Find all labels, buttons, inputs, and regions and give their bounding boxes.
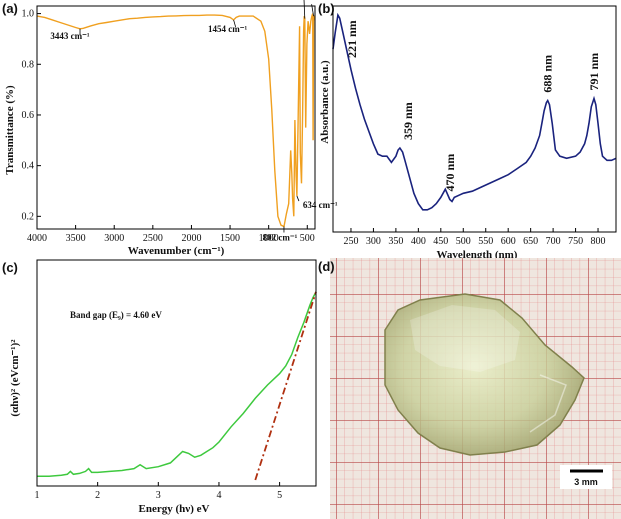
linear-fit-line xyxy=(254,291,317,481)
plot-frame xyxy=(332,5,617,233)
annotation-pointer xyxy=(303,0,306,19)
x-tick-label: 4000 xyxy=(27,233,47,244)
panel-label-d: (d) xyxy=(318,259,335,274)
x-tick-label: 400 xyxy=(411,236,426,247)
band-gap-annotation: Band gap (E₉) = 4.60 eV xyxy=(70,310,162,320)
ftir-panel: (a) Transmittance (%) Wavenumber (cm⁻¹) … xyxy=(2,0,338,257)
x-tick-label: 700 xyxy=(546,236,561,247)
x-tick-label: 1 xyxy=(35,490,40,501)
annotation-pointer xyxy=(233,19,236,28)
panel-label-b: (b) xyxy=(318,1,335,16)
x-tick-label: 250 xyxy=(343,236,358,247)
y-tick-label: 0.2 xyxy=(22,211,35,222)
x-tick-label: 750 xyxy=(568,236,583,247)
x-tick-label: 5 xyxy=(277,490,282,501)
x-tick-label: 4 xyxy=(216,490,221,501)
crystal-highlight xyxy=(410,305,520,372)
crystal-reflection xyxy=(529,374,567,433)
y-axis-label: Absorbance (a.u.) xyxy=(319,60,331,144)
x-tick-label: 300 xyxy=(366,236,381,247)
plot-frame xyxy=(36,259,317,487)
x-tick-label: 350 xyxy=(388,236,403,247)
peak-label: 791 nm xyxy=(587,53,601,91)
crystal-image xyxy=(384,293,585,456)
x-tick-label: 1000 xyxy=(259,233,279,244)
x-tick-label: 1500 xyxy=(220,233,240,244)
x-tick-label: 2000 xyxy=(181,233,201,244)
tauc-plot-panel: (c) (αhν)² (eVcm⁻¹)² Energy (hν) eV Band… xyxy=(2,259,317,515)
y-axis-label: Transmittance (%) xyxy=(4,85,16,175)
crystal-photo-panel: 3 mm (d) xyxy=(318,258,621,519)
scale-bar-label: 3 mm xyxy=(574,477,598,487)
peak-label: 221 nm xyxy=(345,20,359,58)
uv-vis-panel: (b) Absorbance (a.u.) Wavelength (nm) 25… xyxy=(318,1,617,261)
tauc-series-line xyxy=(37,291,317,477)
x-tick-label: 3000 xyxy=(104,233,124,244)
x-tick-label: 500 xyxy=(456,236,471,247)
y-axis-label: (αhν)² (eVcm⁻¹)² xyxy=(9,339,21,417)
x-tick-label: 2 xyxy=(95,490,100,501)
peak-label: 359 nm xyxy=(401,102,415,140)
panel-label-c: (c) xyxy=(2,260,18,275)
x-tick-label: 550 xyxy=(478,236,493,247)
annotation-pointer xyxy=(296,195,300,202)
x-tick-label: 2500 xyxy=(143,233,163,244)
panel-label-a: (a) xyxy=(2,1,18,16)
peak-annotation: 1454 cm⁻¹ xyxy=(208,24,247,34)
x-tick-label: 650 xyxy=(523,236,538,247)
x-tick-label: 450 xyxy=(433,236,448,247)
peak-annotation: 634 cm⁻¹ xyxy=(303,200,338,210)
y-tick-label: 0.8 xyxy=(22,59,35,70)
x-tick-label: 600 xyxy=(501,236,516,247)
x-tick-label: 3500 xyxy=(66,233,86,244)
y-tick-label: 0.6 xyxy=(22,110,35,121)
x-tick-label: 3 xyxy=(156,490,161,501)
x-axis-label: Energy (hν) eV xyxy=(139,503,210,515)
peak-annotation: 802 cm⁻¹ xyxy=(263,232,298,242)
peak-annotation: 418 cm⁻¹ xyxy=(274,0,309,2)
absorbance-series-line xyxy=(332,12,617,211)
peak-label: 470 nm xyxy=(443,154,457,192)
peak-annotation: 3443 cm⁻¹ xyxy=(50,31,89,41)
plot-frame xyxy=(36,5,316,230)
x-axis-label: Wavenumber (cm⁻¹) xyxy=(128,245,225,257)
x-tick-label: 500 xyxy=(300,233,315,244)
peak-label: 688 nm xyxy=(541,55,555,93)
x-tick-label: 800 xyxy=(591,236,606,247)
y-tick-label: 1.0 xyxy=(22,9,35,20)
ftir-series-line xyxy=(36,13,315,228)
scale-bar-box xyxy=(560,465,612,489)
y-tick-label: 0.4 xyxy=(22,161,35,172)
